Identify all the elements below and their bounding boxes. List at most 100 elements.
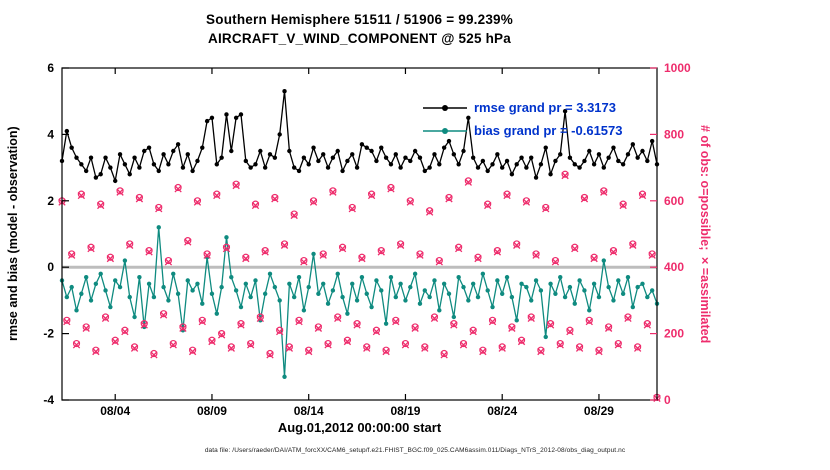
possible-marker [237,320,245,328]
possible-marker [164,256,173,265]
assimilated-marker [145,248,153,256]
assimilated-marker [566,327,574,336]
rmse-marker [117,152,123,157]
rmse-marker [113,178,118,184]
assimilated-marker [353,321,361,329]
x-tick-label: 08/14 [294,404,324,418]
assimilated-marker [367,191,376,200]
bias-marker [195,281,200,286]
possible-marker [266,349,274,358]
assimilated-marker [290,211,298,220]
bias-marker [620,291,626,296]
right-tick-label: 400 [664,260,684,274]
possible-marker [271,193,279,202]
assimilated-marker [348,205,356,213]
possible-marker [367,190,376,198]
assimilated-marker [488,317,497,326]
rmse-marker [577,165,582,170]
possible-marker [629,240,637,248]
rmse-marker [301,155,307,160]
assimilated-marker [435,258,443,266]
rmse-marker [495,152,500,157]
bias-marker [374,278,379,283]
assimilated-marker [329,188,337,196]
rmse-marker [470,155,476,160]
left-tick-label: 2 [47,194,54,208]
rmse-marker [98,172,103,177]
assimilated-marker [242,254,250,263]
left-tick-label: 6 [47,61,54,75]
assimilated-marker [155,205,163,213]
assimilated-marker [222,244,231,253]
rmse-marker [403,155,408,160]
assimilated-marker [406,198,414,206]
assimilated-marker [169,341,177,349]
rmse-marker [262,165,268,170]
assimilated-marker [600,188,608,196]
rmse-marker [151,162,157,167]
rmse-marker [504,158,510,164]
rmse-marker [306,162,311,167]
assimilated-marker [135,195,144,203]
possible-marker [508,323,516,331]
legend-label-bias: bias grand pr = -0.61573 [474,123,623,138]
assimilated-marker [421,344,429,352]
bias-marker [582,288,587,293]
assimilated-marker [513,241,521,249]
rmse-marker [567,155,573,160]
bias-marker [572,301,577,306]
possible-marker [130,343,139,351]
bias-marker [117,284,123,290]
possible-marker [590,253,598,261]
bias-marker [200,301,205,306]
assimilated-marker [82,324,90,332]
bias-marker [577,278,582,283]
bias-marker [466,298,471,303]
assimilated-marker [184,238,192,246]
rmse-marker [519,155,524,160]
right-tick-label: 600 [664,194,684,208]
possible-marker [435,256,443,265]
assimilated-marker [517,337,526,346]
rmse-marker [103,155,108,160]
possible-marker [222,243,231,251]
bias-marker [504,274,510,280]
rmse-marker [437,162,442,167]
possible-marker [430,313,439,321]
bias-marker [417,301,423,306]
rmse-marker [185,152,190,157]
possible-marker [319,250,327,258]
assimilated-marker [624,314,632,322]
possible-marker [464,177,472,185]
rmse-marker [171,148,176,154]
bias-marker [611,298,616,303]
possible-marker [334,313,342,321]
rmse-marker [422,168,428,174]
bias-marker [185,278,190,283]
assimilated-marker [358,254,366,263]
assimilated-marker [411,324,419,332]
bias-marker [379,288,384,293]
assimilated-marker [542,205,550,213]
assimilated-marker [251,201,260,210]
rmse-marker [480,158,486,164]
assimilated-marker [619,201,627,210]
assimilated-marker [372,327,381,336]
assimilated-marker [575,344,584,352]
possible-marker [513,240,521,248]
assimilated-marker [522,198,531,206]
possible-marker [595,346,603,354]
assimilated-marker [609,248,618,256]
rmse-marker [243,158,249,164]
rmse-marker [398,165,403,170]
possible-marker [193,197,202,205]
possible-marker [305,346,313,354]
bias-marker [587,308,592,313]
possible-marker [566,326,574,334]
bias-marker [248,294,253,300]
bias-marker [480,271,486,277]
bias-marker [98,271,103,277]
left-y-axis-label: rmse and bias (model - observation) [6,126,20,342]
assimilated-marker [508,324,516,332]
possible-marker [445,193,453,202]
